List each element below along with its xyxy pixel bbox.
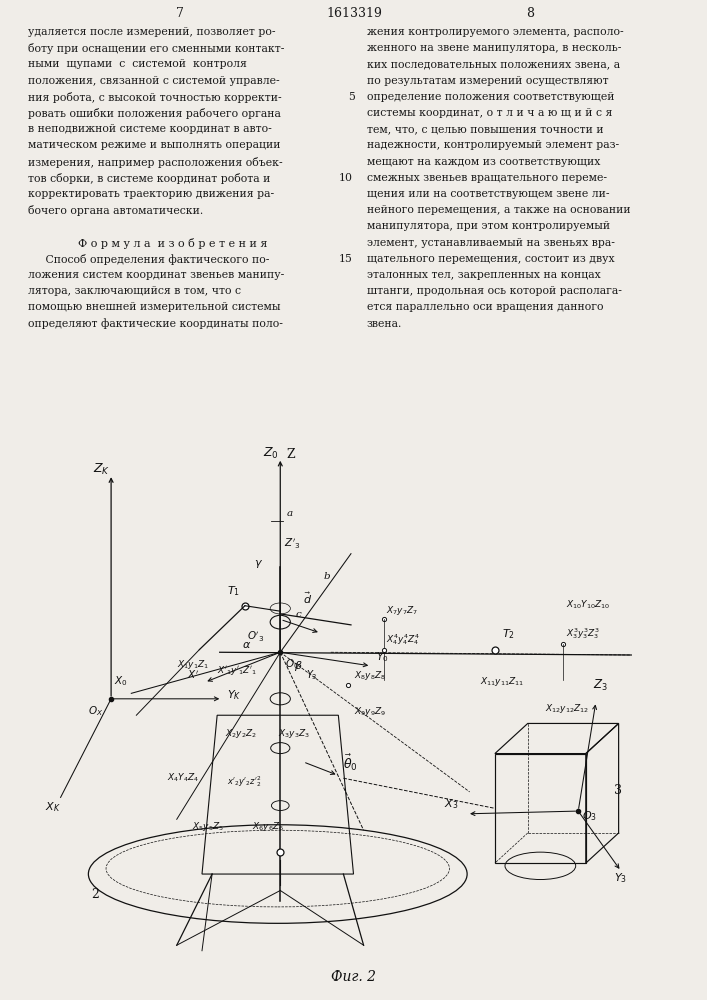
Text: $X'$: $X'$ (187, 668, 199, 681)
Text: 3: 3 (614, 784, 621, 797)
Text: $X_0$: $X_0$ (114, 674, 127, 688)
Text: $X_6y_6Z_6$: $X_6y_6Z_6$ (252, 820, 285, 833)
Text: ния робота, с высокой точностью корректи-: ния робота, с высокой точностью корректи… (28, 92, 281, 103)
Text: определяют фактические координаты поло-: определяют фактические координаты поло- (28, 319, 283, 329)
Text: корректировать траекторию движения ра-: корректировать траекторию движения ра- (28, 189, 274, 199)
Text: $X_K$: $X_K$ (45, 800, 61, 814)
Text: $X_{10}Y_{10}Z_{10}$: $X_{10}Y_{10}Z_{10}$ (566, 599, 610, 611)
Text: $x'_2y'_2z'^2_2$: $x'_2y'_2z'^2_2$ (227, 774, 262, 789)
Text: $\gamma$: $\gamma$ (254, 558, 263, 570)
Text: 8: 8 (526, 7, 534, 20)
Text: $Y_3$: $Y_3$ (614, 871, 626, 885)
Text: измерения, например расположения объек-: измерения, например расположения объек- (28, 157, 283, 168)
Text: $X_3y_3Z_3$: $X_3y_3Z_3$ (278, 727, 310, 740)
Text: $\vec{\theta}_0$: $\vec{\theta}_0$ (344, 752, 358, 773)
Text: элемент, устанавливаемый на звеньях вра-: элемент, устанавливаемый на звеньях вра- (367, 238, 615, 248)
Text: в неподвижной системе координат в авто-: в неподвижной системе координат в авто- (28, 124, 271, 134)
Text: $X_{11}y_{11}Z_{11}$: $X_{11}y_{11}Z_{11}$ (480, 675, 524, 688)
Text: ется параллельно оси вращения данного: ется параллельно оси вращения данного (367, 302, 604, 312)
Text: 10: 10 (339, 173, 353, 183)
Text: определение положения соответствующей: определение положения соответствующей (367, 92, 614, 102)
Text: звена.: звена. (367, 319, 402, 329)
Text: ких последовательных положениях звена, а: ких последовательных положениях звена, а (367, 59, 620, 69)
Text: $\alpha$: $\alpha$ (243, 640, 252, 650)
Text: 2: 2 (91, 888, 99, 901)
Text: по результатам измерений осуществляют: по результатам измерений осуществляют (367, 76, 609, 86)
Text: $O_3$: $O_3$ (582, 809, 597, 823)
Text: щения или на соответствующем звене ли-: щения или на соответствующем звене ли- (367, 189, 609, 199)
Text: жения контролируемого элемента, располо-: жения контролируемого элемента, располо- (367, 27, 624, 37)
Text: $Y_K$: $Y_K$ (227, 688, 242, 702)
Text: $Z_K$: $Z_K$ (93, 462, 110, 477)
Text: $Z'_3$: $Z'_3$ (284, 537, 301, 551)
Text: ложения систем координат звеньев манипу-: ложения систем координат звеньев манипу- (28, 270, 284, 280)
Text: $Y_0$: $Y_0$ (376, 651, 389, 664)
Text: мещают на каждом из соответствующих: мещают на каждом из соответствующих (367, 157, 600, 167)
Text: $X_3$: $X_3$ (445, 797, 459, 811)
Text: смежных звеньев вращательного переме-: смежных звеньев вращательного переме- (367, 173, 607, 183)
Text: Z: Z (286, 448, 295, 461)
Text: $X_8y_8Z_8$: $X_8y_8Z_8$ (354, 669, 385, 682)
Text: системы координат, о т л и ч а ю щ и й с я: системы координат, о т л и ч а ю щ и й с… (367, 108, 612, 118)
Text: a: a (286, 509, 293, 518)
Text: надежности, контролируемый элемент раз-: надежности, контролируемый элемент раз- (367, 140, 619, 150)
Text: женного на звене манипулятора, в несколь-: женного на звене манипулятора, в несколь… (367, 43, 621, 53)
Text: Фиг. 2: Фиг. 2 (331, 970, 376, 984)
Text: тов сборки, в системе координат робота и: тов сборки, в системе координат робота и (28, 173, 270, 184)
Text: b: b (323, 572, 330, 581)
Text: Способ определения фактического по-: Способ определения фактического по- (28, 254, 269, 265)
Text: боту при оснащении его сменными контакт-: боту при оснащении его сменными контакт- (28, 43, 284, 54)
Text: $O_X$: $O_X$ (88, 704, 104, 718)
Text: $X_4Y_4Z_4$: $X_4Y_4Z_4$ (167, 771, 199, 784)
Text: $\vec{d}$: $\vec{d}$ (303, 590, 312, 606)
Text: матическом режиме и выполнять операции: матическом режиме и выполнять операции (28, 140, 281, 150)
Text: $X_2y_2Z_2$: $X_2y_2Z_2$ (225, 727, 257, 740)
Text: ровать ошибки положения рабочего органа: ровать ошибки положения рабочего органа (28, 108, 281, 119)
Text: $X_{12}y_{12}Z_{12}$: $X_{12}y_{12}Z_{12}$ (545, 702, 590, 715)
Text: лятора, заключающийся в том, что с: лятора, заключающийся в том, что с (28, 286, 241, 296)
Text: 15: 15 (339, 254, 353, 264)
Text: $T_2$: $T_2$ (503, 628, 515, 641)
Text: $X_9y_9Z_9$: $X_9y_9Z_9$ (354, 705, 386, 718)
Text: бочего органа автоматически.: бочего органа автоматически. (28, 205, 203, 216)
Text: штанги, продольная ось которой располага-: штанги, продольная ось которой располага… (367, 286, 622, 296)
Text: $O_0$: $O_0$ (286, 658, 300, 671)
Text: щательного перемещения, состоит из двух: щательного перемещения, состоит из двух (367, 254, 614, 264)
Text: тем, что, с целью повышения точности и: тем, что, с целью повышения точности и (367, 124, 604, 134)
Text: эталонных тел, закрепленных на концах: эталонных тел, закрепленных на концах (367, 270, 601, 280)
Text: манипулятора, при этом контролируемый: манипулятора, при этом контролируемый (367, 221, 610, 231)
Text: $\beta$: $\beta$ (294, 659, 303, 673)
Text: ными  щупами  с  системой  контроля: ными щупами с системой контроля (28, 59, 247, 69)
Text: нейного перемещения, а также на основании: нейного перемещения, а также на основани… (367, 205, 631, 215)
Text: положения, связанной с системой управле-: положения, связанной с системой управле- (28, 76, 280, 86)
Text: $Z_3$: $Z_3$ (593, 678, 608, 693)
Text: помощью внешней измерительной системы: помощью внешней измерительной системы (28, 302, 281, 312)
Text: 1613319: 1613319 (326, 7, 382, 20)
Text: c: c (296, 610, 301, 619)
Text: Ф о р м у л а  и з о б р е т е н и я: Ф о р м у л а и з о б р е т е н и я (78, 238, 267, 249)
Text: удаляется после измерений, позволяет ро-: удаляется после измерений, позволяет ро- (28, 27, 276, 37)
Text: $X^4_4 y^4_4 Z^4_4$: $X^4_4 y^4_4 Z^4_4$ (386, 632, 421, 647)
Text: $Y_3$: $Y_3$ (305, 669, 317, 682)
Text: 5: 5 (348, 92, 355, 102)
Text: $X^3_3y^3_3Z^3_3$: $X^3_3y^3_3Z^3_3$ (566, 626, 600, 641)
Text: $X_7y_7Z_7$: $X_7y_7Z_7$ (386, 604, 419, 617)
Text: $X_5y_5Z_5$: $X_5y_5Z_5$ (192, 820, 224, 833)
Text: 7: 7 (176, 7, 184, 20)
Text: $Z_0$: $Z_0$ (262, 445, 279, 461)
Text: $X_1y_1Z_1$: $X_1y_1Z_1$ (177, 658, 209, 671)
Text: $T_1$: $T_1$ (227, 584, 240, 598)
Text: $O'_3$: $O'_3$ (247, 630, 265, 644)
Text: $X'_1y'_1Z'_1$: $X'_1y'_1Z'_1$ (217, 664, 257, 677)
